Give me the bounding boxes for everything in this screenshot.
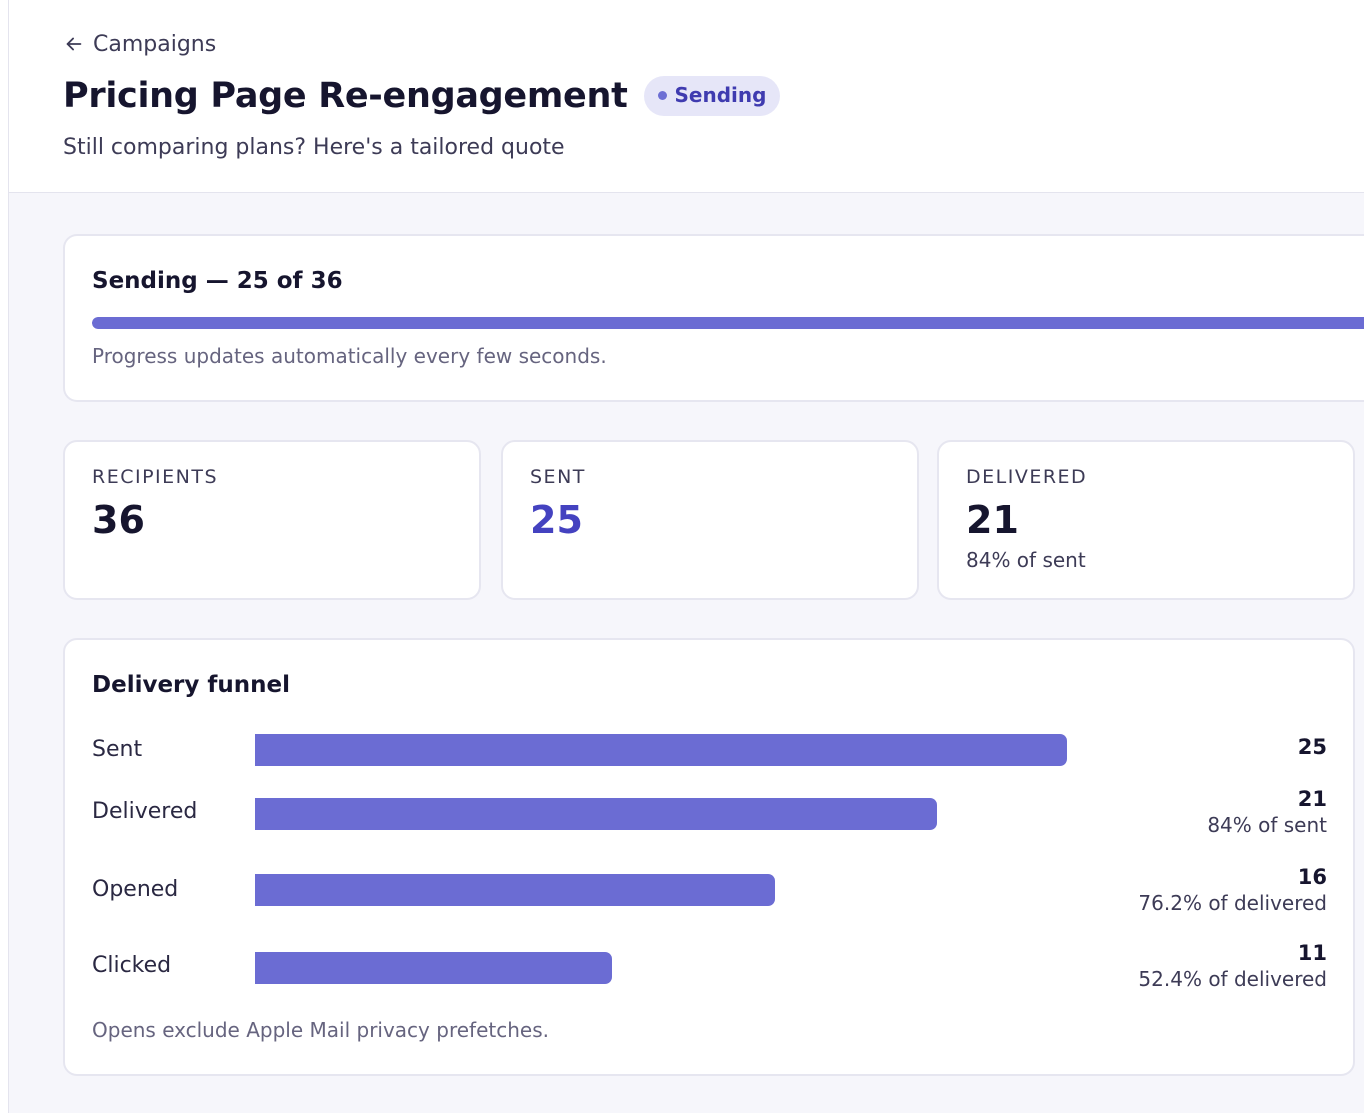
stat-value: 25 (530, 498, 583, 542)
campaign-page: Campaigns Pricing Page Re-engagement Sen… (8, 0, 1364, 1113)
stat-card-recipients: RECIPIENTS 36 (63, 440, 481, 600)
funnel-row-count: 11 (1297, 941, 1327, 965)
stat-label: DELIVERED (966, 466, 1088, 488)
funnel-bar-sent (255, 734, 1067, 766)
funnel-row-pct: 76.2% of delivered (1138, 891, 1327, 915)
funnel-row-pct: 84% of sent (1207, 813, 1327, 837)
status-label: Sending (674, 83, 767, 107)
delivery-funnel-card: Delivery funnel Sent 25 Delivered 21 84%… (63, 638, 1355, 1076)
funnel-row-count: 16 (1297, 865, 1327, 889)
funnel-note: Opens exclude Apple Mail privacy prefetc… (92, 1018, 549, 1042)
progress-bar (92, 317, 1364, 329)
funnel-row-label: Clicked (92, 953, 172, 978)
stat-card-sent: SENT 25 (501, 440, 919, 600)
funnel-row-values: 11 52.4% of delivered (1138, 940, 1327, 992)
funnel-row-pct: 52.4% of delivered (1138, 967, 1327, 991)
funnel-row-count: 21 (1297, 787, 1327, 811)
stat-subtext: 84% of sent (966, 548, 1086, 572)
funnel-row-values: 25 (1298, 734, 1327, 760)
back-link-label: Campaigns (93, 31, 217, 57)
page-header: Campaigns Pricing Page Re-engagement Sen… (9, 0, 1364, 193)
progress-card: Sending — 25 of 36 Progress updates auto… (63, 234, 1364, 402)
page-title: Pricing Page Re-engagement (63, 76, 628, 116)
funnel-bar-opened (255, 874, 775, 906)
funnel-row-delivered: Delivered 21 84% of sent (65, 787, 1353, 848)
funnel-bar-delivered (255, 798, 937, 830)
stat-value: 21 (966, 498, 1019, 542)
funnel-bar-clicked (255, 952, 612, 984)
funnel-row-clicked: Clicked 11 52.4% of delivered (65, 941, 1353, 1002)
funnel-row-sent: Sent 25 (65, 732, 1353, 782)
stat-label: SENT (530, 466, 586, 488)
funnel-row-label: Delivered (92, 799, 198, 824)
stat-label: RECIPIENTS (92, 466, 219, 488)
status-dot-icon (657, 90, 667, 100)
back-link[interactable]: Campaigns (63, 30, 216, 58)
title-row: Pricing Page Re-engagement Sending (63, 76, 781, 116)
funnel-title: Delivery funnel (92, 672, 291, 698)
funnel-row-label: Opened (92, 877, 179, 902)
arrow-left-icon (66, 37, 82, 51)
stat-card-delivered: DELIVERED 21 84% of sent (937, 440, 1355, 600)
stat-value: 36 (92, 498, 145, 542)
progress-bar-fill (92, 317, 1364, 329)
campaign-subject: Still comparing plans? Here's a tailored… (63, 135, 565, 160)
funnel-row-label: Sent (92, 737, 143, 762)
status-badge: Sending (643, 76, 781, 116)
funnel-row-count: 25 (1297, 735, 1327, 759)
progress-note: Progress updates automatically every few… (92, 344, 607, 368)
funnel-row-values: 16 76.2% of delivered (1138, 864, 1327, 916)
progress-title: Sending — 25 of 36 (92, 268, 343, 294)
funnel-row-opened: Opened 16 76.2% of delivered (65, 865, 1353, 924)
funnel-row-values: 21 84% of sent (1207, 786, 1327, 838)
